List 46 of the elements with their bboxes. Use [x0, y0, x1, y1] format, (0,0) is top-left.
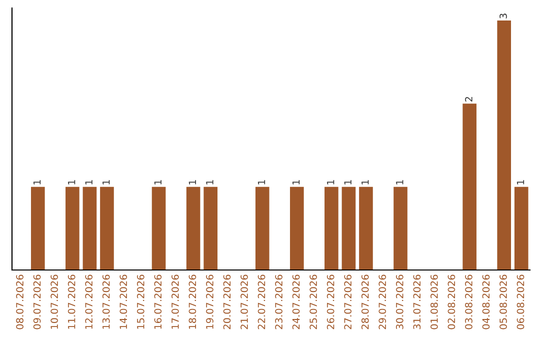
x-tick-label: 05.08.2026	[500, 274, 507, 330]
data-label: 1	[33, 180, 41, 184]
data-label: 1	[292, 180, 300, 184]
x-tick-label: 19.07.2026	[206, 274, 214, 329]
x-tick-label: 23.07.2026	[275, 274, 282, 330]
x-tick-label: 13.07.2026	[102, 274, 110, 329]
x-tick-label: 20.07.2026	[223, 274, 231, 330]
data-label: 1	[396, 180, 404, 184]
x-tick-label: 30.07.2026	[396, 274, 404, 330]
x-tick-label: 15.07.2026	[136, 274, 144, 329]
x-tick-label: 02.08.2026	[448, 274, 456, 330]
x-tick-label: 04.08.2026	[482, 274, 490, 330]
x-tick-label: 16.07.2026	[154, 274, 162, 329]
x-tick-label: 03.08.2026	[465, 274, 472, 330]
x-tick-label: 22.07.2026	[258, 274, 266, 330]
data-label: 1	[516, 180, 524, 184]
x-tick-label: 24.07.2026	[292, 274, 300, 330]
x-tick-label: 21.07.2026	[240, 274, 248, 330]
data-label: 1	[327, 180, 334, 184]
x-tick-label: 27.07.2026	[344, 274, 352, 330]
x-tick-label: 08.07.2026	[16, 274, 24, 330]
x-tick-label: 14.07.2026	[120, 274, 128, 329]
x-tick-label: 06.08.2026	[516, 274, 524, 330]
x-tick-label: 10.07.2026	[50, 274, 58, 329]
data-label: 1	[154, 180, 162, 184]
data-label: 1	[344, 180, 352, 184]
data-label: 1	[85, 180, 92, 184]
data-label: 1	[68, 180, 76, 184]
data-label: 3	[500, 14, 507, 18]
data-label: 1	[258, 180, 266, 184]
x-tick-label: 31.07.2026	[413, 274, 421, 330]
data-label: 2	[465, 97, 472, 102]
x-tick-label: 09.07.2026	[33, 274, 41, 330]
x-tick-label: 01.08.2026	[430, 274, 438, 330]
data-label: 1	[102, 180, 110, 184]
data-label: 1	[362, 180, 369, 184]
data-label: 1	[188, 180, 196, 184]
x-tick-label: 17.07.2026	[172, 274, 179, 329]
x-tick-label: 28.07.2026	[361, 274, 369, 330]
x-tick-label: 25.07.2026	[310, 274, 317, 330]
x-tick-label: 18.07.2026	[188, 274, 196, 329]
data-label: 1	[206, 180, 214, 184]
x-tick-label: 11.07.2026	[68, 274, 76, 329]
x-tick-label: 12.07.2026	[85, 274, 93, 329]
x-tick-label: 26.07.2026	[326, 274, 334, 330]
x-tick-label: 29.07.2026	[378, 274, 386, 330]
